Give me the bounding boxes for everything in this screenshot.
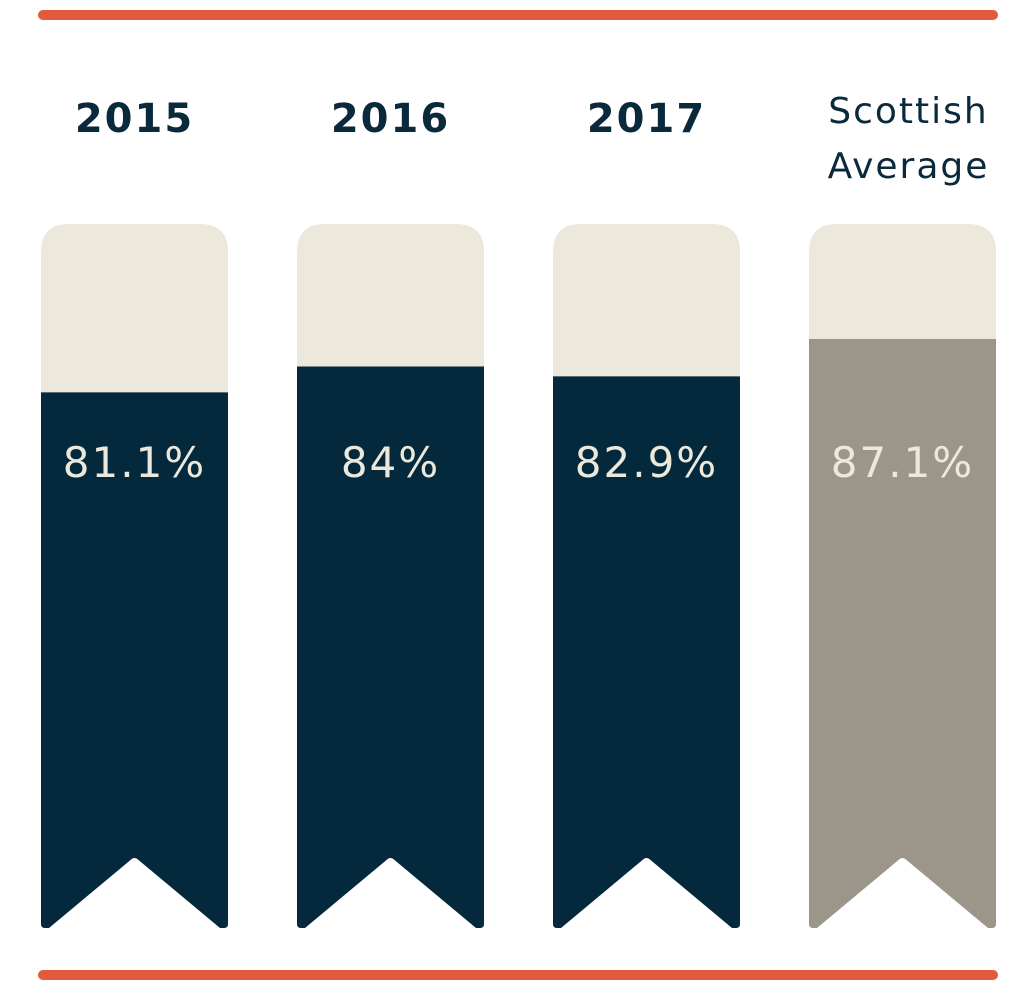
- bottom-accent-rule: [38, 970, 998, 980]
- bar-group-2016: 2016 84%: [297, 96, 484, 928]
- bar-group-scottish-average: Scottish Average 87.1%: [809, 91, 996, 929]
- value-label-2017: 82.9%: [575, 438, 718, 487]
- category-label-2015: 2015: [75, 96, 194, 142]
- bar-fill-2015: [41, 392, 228, 928]
- bar-fill-2016: [297, 366, 484, 928]
- top-accent-rule: [38, 10, 998, 20]
- bar-fill-scottish-average: [809, 338, 996, 929]
- value-label-scottish-average: 87.1%: [831, 438, 974, 487]
- bar-group-2015: 2015 81.1%: [41, 96, 228, 928]
- value-label-2016: 84%: [341, 438, 440, 487]
- category-label-2017: 2017: [587, 96, 706, 142]
- value-label-2015: 81.1%: [63, 438, 206, 487]
- category-label-2016: 2016: [331, 96, 450, 142]
- bar-fill-2017: [553, 376, 740, 929]
- category-label-scottish-average-line-1: Scottish: [828, 91, 988, 132]
- bar-group-2017: 2017 82.9%: [553, 96, 740, 929]
- category-label-scottish-average-line-2: Average: [828, 146, 990, 187]
